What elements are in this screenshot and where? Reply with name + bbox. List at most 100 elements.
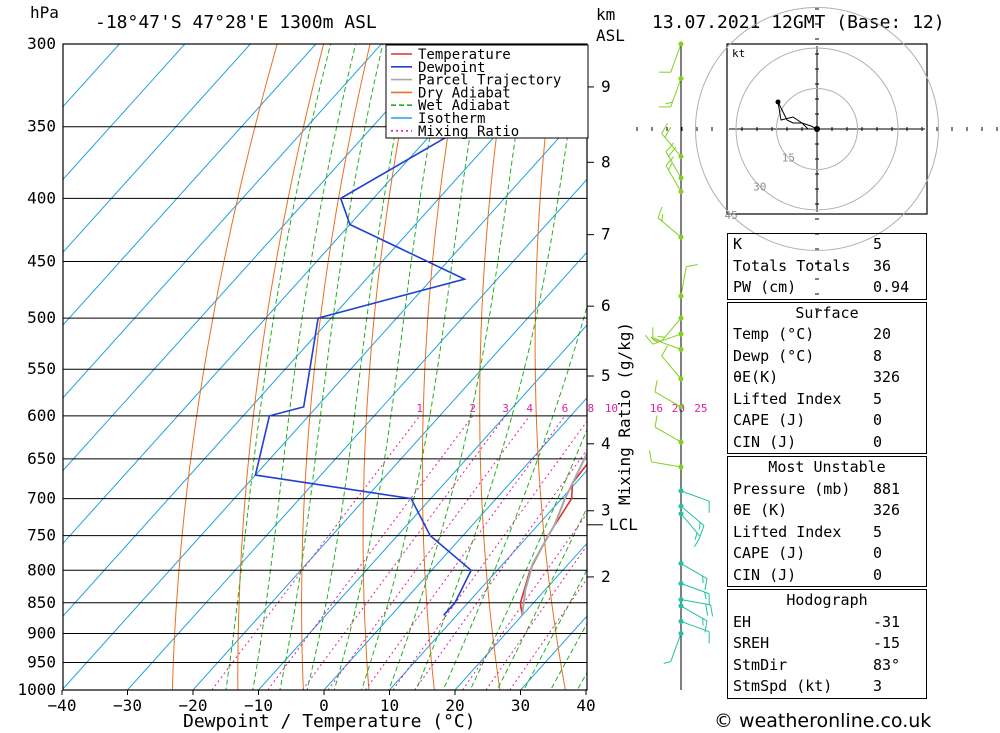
- hodograph-ring: [776, 88, 858, 170]
- sreh-value: -15: [873, 634, 901, 652]
- wind-barb: [661, 123, 684, 160]
- wind-barb-feather: [654, 415, 658, 428]
- surface-theta-label: θE(K): [733, 368, 779, 386]
- isotherm-line: [63, 44, 383, 399]
- surface-temp-label: Temp (°C): [733, 325, 815, 343]
- km-tick-label: 5: [601, 366, 611, 385]
- wind-barb: [657, 206, 684, 240]
- x-tick-label: 30: [511, 696, 530, 715]
- hodograph-ring-label: 15: [782, 152, 795, 165]
- stmspd-value: 3: [873, 677, 883, 695]
- wind-barb: [678, 511, 701, 548]
- mixing-ratio-line: [414, 448, 587, 690]
- surface-cin-value: 0: [873, 432, 883, 451]
- wind-barb-feather: [698, 522, 701, 530]
- wind-barb-feather: [661, 345, 669, 357]
- wind-barb-feather: [668, 146, 677, 157]
- km-tick-label: 9: [601, 77, 611, 96]
- axis-ticks: 1 2 3 4 6 8 10 16 20 25 −40 −30 −20 −10 0 10 20 30 40 2 3 4 5 6…: [48, 77, 708, 715]
- isotherm-line: [0, 0, 142, 716]
- isotherm-line: [257, 324, 587, 690]
- wind-barb-feather: [704, 578, 708, 591]
- wind-barb-feather: [644, 334, 654, 345]
- copyright-footer[interactable]: © weatheronline.co.uk: [714, 710, 932, 732]
- wind-barb-feather: [664, 126, 672, 138]
- wind-barb-staff: [670, 633, 682, 662]
- legend-label: Isotherm: [418, 111, 485, 127]
- hodograph: kt 15 30 45: [636, 7, 998, 310]
- wind-barb-staff: [670, 43, 682, 73]
- wind-barb-feather: [665, 101, 673, 105]
- k-index-value: 5: [873, 235, 883, 253]
- pressure-tick-label: 800: [27, 560, 56, 579]
- wind-barb-feather: [686, 264, 698, 268]
- pressure-tick-label: 400: [27, 188, 56, 207]
- mixing-ratio-line: [302, 415, 506, 690]
- surface-dewp-value: 8: [873, 346, 883, 365]
- wind-barb-staff: [680, 620, 710, 633]
- mu-theta-value: 326: [873, 501, 901, 519]
- wind-barb: [659, 41, 684, 73]
- wind-barb: [678, 264, 698, 299]
- pressure-tick-label: 850: [27, 593, 56, 612]
- hodograph-ring-label: 45: [724, 209, 737, 222]
- mixing-ratio-label: 8: [588, 402, 595, 415]
- pressure-tick-label: 950: [27, 652, 56, 671]
- wind-barb-feather: [661, 123, 669, 134]
- hodograph-ring: [735, 47, 899, 211]
- wind-barb-feather: [710, 604, 714, 617]
- hodograph-stats-box: Hodograph EH -31 SREH -15 StmDir 83° StmSpd…: [727, 589, 927, 699]
- km-tick-label: 6: [601, 296, 611, 315]
- wind-barb-staff: [661, 355, 682, 380]
- wind-barb-feather: [705, 603, 709, 616]
- most-unstable-title: Most Unstable: [768, 458, 886, 476]
- hodograph-unit: kt: [732, 47, 745, 60]
- legend-label: Wet Adiabat: [418, 98, 511, 114]
- pressure-tick-label: 300: [27, 34, 56, 53]
- wind-barb-feather: [661, 213, 664, 222]
- legend-label: Mixing Ratio: [418, 124, 519, 140]
- isotherm-line: [323, 397, 587, 690]
- mixing-ratio-label: 2: [469, 402, 476, 415]
- wind-barb: [652, 327, 684, 352]
- profiles: [254, 44, 587, 616]
- isotherm-line: [126, 178, 587, 690]
- isobars: 300 350 400 450 500 550 600 650 700 750 800 850 900 9…: [17, 34, 587, 699]
- datetime-title: 13.07.2021 12GMT (Base: 12): [652, 12, 945, 33]
- wind-barb-staff: [651, 461, 682, 468]
- hodograph-origin: [814, 126, 820, 132]
- height-unit-label: km: [596, 5, 615, 24]
- mu-li-value: 5: [873, 522, 883, 541]
- wind-barb-feather: [657, 206, 663, 219]
- isotherm-line: [388, 469, 587, 690]
- wind-barb: [650, 315, 684, 342]
- parcel-trajectory-line: [521, 450, 587, 616]
- pressure-tick-label: 350: [27, 117, 56, 136]
- surface-dewp-label: Dewp (°C): [733, 346, 815, 365]
- totals-totals-label: Totals Totals: [733, 256, 851, 275]
- wind-barb: [678, 597, 714, 617]
- wet-adiabat-line: [496, 506, 587, 690]
- legend-label: Temperature: [418, 47, 511, 63]
- mixing-ratio-line: [509, 577, 587, 690]
- isotherm-line: [192, 251, 587, 690]
- dewpoint-line: [254, 44, 546, 616]
- mu-cin-label: CIN (J): [733, 565, 797, 584]
- eh-value: -31: [873, 612, 901, 631]
- wind-barb-staff: [652, 338, 682, 350]
- surface-box: Surface Temp (°C) 20 Dewp (°C) 8 θE(K) 326 …: [727, 301, 927, 454]
- indices-box: K 5 Totals Totals 36 PW (cm) 0.94: [727, 233, 927, 300]
- mixing-ratio-line: [392, 420, 587, 690]
- wind-barb: [678, 618, 710, 644]
- wind-barb-staff: [680, 266, 687, 297]
- mixing-ratio-label: 25: [694, 402, 707, 415]
- wet-adiabat-line: [306, 44, 414, 690]
- most-unstable-box: Most Unstable Pressure (mb) 881 θE (K) 326…: [727, 456, 927, 587]
- plot-frame: [62, 43, 588, 691]
- pressure-tick-label: 550: [27, 359, 56, 378]
- stmspd-label: StmSpd (kt): [733, 677, 833, 695]
- sreh-label: SREH: [733, 634, 770, 652]
- dry-adiabat-line: [923, 0, 1000, 716]
- dry-adiabat-line: [641, 0, 703, 716]
- isotherm-line: [454, 542, 587, 690]
